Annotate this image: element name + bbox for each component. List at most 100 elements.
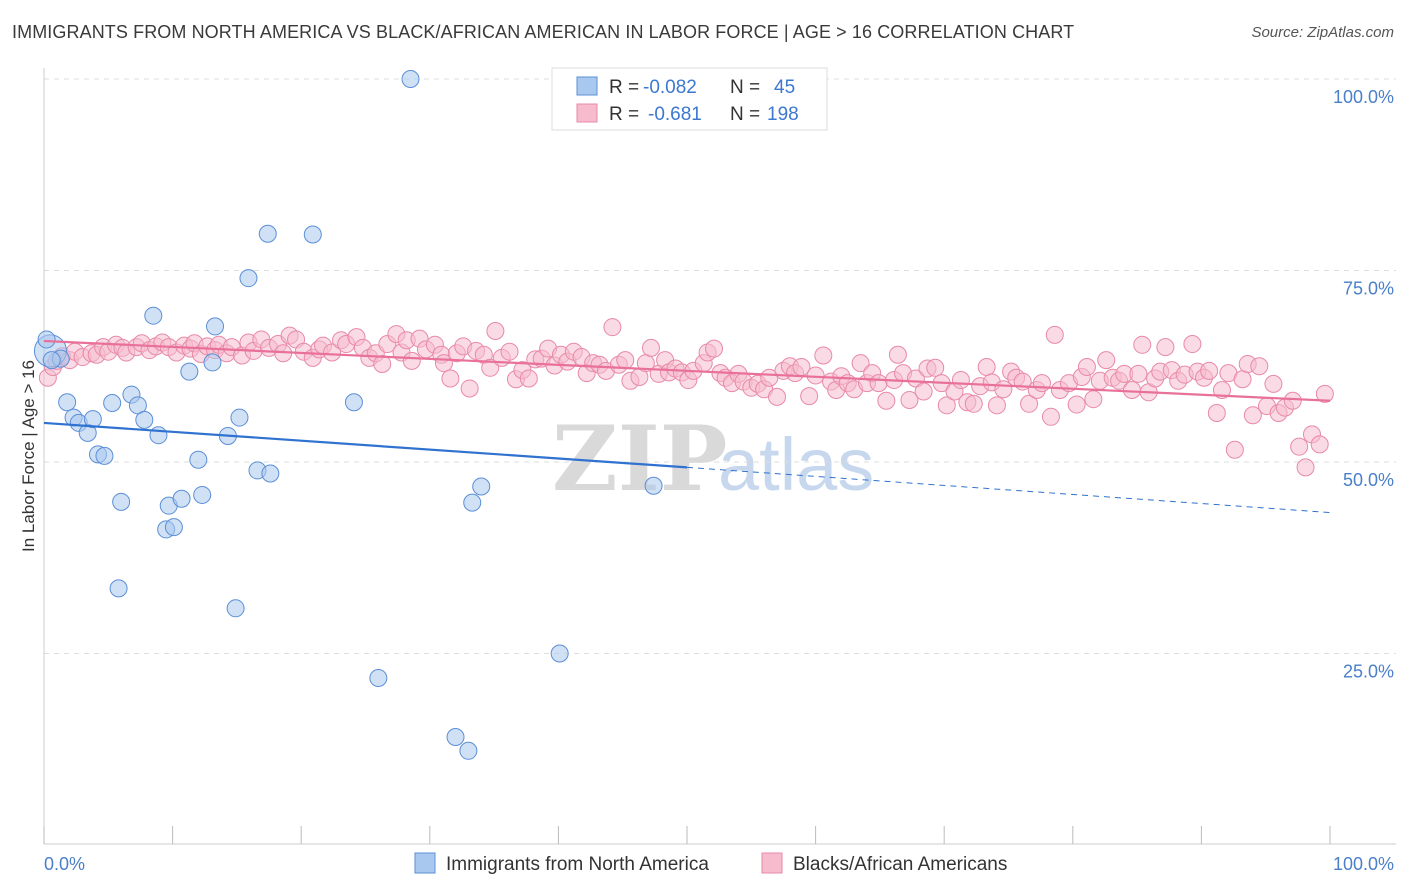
point-immigrants-42 (644, 476, 663, 495)
point-immigrants-31 (258, 224, 277, 243)
point-immigrants-14 (135, 410, 154, 429)
point-blacks-154 (1032, 374, 1051, 393)
point-blacks-152 (1020, 394, 1039, 413)
point-blacks-119 (814, 346, 833, 365)
point-blacks-118 (806, 366, 825, 385)
point-blacks-125 (851, 354, 870, 373)
point-immigrants-39 (463, 493, 482, 512)
point-immigrants-21 (180, 362, 199, 381)
point-blacks-131 (888, 345, 907, 364)
legend-r-label-2: R = (609, 104, 639, 125)
legend-r-value-2: -0.681 (648, 104, 702, 125)
bottom-legend: Immigrants from North America Blacks/Afr… (414, 852, 1007, 875)
point-immigrants-37 (446, 727, 465, 746)
bottom-legend-label-immigrants: Immigrants from North America (446, 854, 709, 875)
point-blacks-70 (500, 342, 519, 361)
point-blacks-137 (926, 358, 945, 377)
point-immigrants-19 (164, 518, 183, 537)
point-immigrants-35 (369, 669, 388, 688)
point-immigrants-25 (206, 317, 225, 336)
point-immigrants-10 (112, 492, 131, 511)
legend-n-value-1: 45 (774, 77, 795, 98)
point-blacks-181 (1200, 361, 1219, 380)
point-blacks-195 (1290, 437, 1309, 456)
legend-swatch-blue (576, 76, 598, 96)
point-blacks-198 (1310, 435, 1329, 454)
point-immigrants-40 (472, 477, 491, 496)
point-blacks-161 (1077, 358, 1096, 377)
x-tick-label-min: 0.0% (44, 854, 85, 874)
point-immigrants-29 (239, 269, 258, 288)
point-immigrants-16 (149, 426, 168, 445)
point-blacks-128 (869, 374, 888, 393)
series-immigrants-points (33, 70, 663, 760)
point-immigrants-44 (42, 351, 61, 370)
legend-n-label-2: N = (730, 104, 760, 125)
point-blacks-199 (1315, 384, 1334, 403)
point-immigrants-9 (103, 394, 122, 413)
point-blacks-145 (977, 358, 996, 377)
point-immigrants-6 (83, 410, 102, 429)
point-immigrants-15 (144, 306, 163, 325)
legend-swatch-pink (576, 103, 598, 123)
bottom-legend-swatch-pink (761, 852, 783, 874)
point-blacks-73 (519, 369, 538, 388)
legend-n-value-2: 198 (767, 104, 799, 125)
point-immigrants-2 (58, 393, 77, 412)
point-blacks-139 (937, 396, 956, 415)
y-tick-label-75: 75.0% (1343, 279, 1394, 299)
point-blacks-162 (1084, 390, 1103, 409)
point-blacks-68 (486, 322, 505, 341)
point-immigrants-32 (261, 464, 280, 483)
point-immigrants-28 (230, 408, 249, 427)
point-blacks-50 (373, 354, 392, 373)
point-immigrants-8 (95, 446, 114, 465)
chart-source: Source: ZipAtlas.com (1251, 24, 1394, 41)
point-blacks-194 (1283, 391, 1302, 410)
point-blacks-168 (1122, 380, 1141, 399)
point-immigrants-34 (344, 393, 363, 412)
point-blacks-143 (964, 394, 983, 413)
point-blacks-186 (1233, 370, 1252, 389)
point-blacks-67 (481, 358, 500, 377)
point-immigrants-24 (203, 353, 222, 372)
y-tick-label-100: 100.0% (1333, 87, 1394, 107)
point-blacks-55 (402, 351, 421, 370)
point-blacks-88 (616, 351, 635, 370)
point-blacks-164 (1097, 351, 1116, 370)
point-blacks-159 (1067, 395, 1086, 414)
point-blacks-92 (641, 338, 660, 357)
point-immigrants-36 (401, 70, 420, 88)
trend-line-immigrants (43, 421, 688, 469)
point-blacks-156 (1045, 325, 1064, 344)
point-blacks-61 (441, 369, 460, 388)
y-tick-label-50: 50.0% (1343, 470, 1394, 490)
legend-r-label-1: R = (609, 77, 639, 98)
point-blacks-117 (800, 387, 819, 406)
point-blacks-185 (1225, 440, 1244, 459)
point-immigrants-22 (189, 450, 208, 469)
y-tick-label-25: 25.0% (1343, 662, 1394, 682)
point-blacks-174 (1156, 338, 1175, 357)
x-axis-ticks (43, 826, 1331, 844)
correlation-legend: R = -0.082 N = 45 R = -0.681 N = 198 (551, 67, 828, 131)
point-blacks-102 (705, 339, 724, 358)
point-blacks-188 (1243, 406, 1262, 425)
point-immigrants-43 (37, 330, 56, 349)
point-blacks-169 (1129, 364, 1148, 383)
point-blacks-86 (603, 318, 622, 337)
point-immigrants-20 (172, 489, 191, 508)
chart-title: IMMIGRANTS FROM NORTH AMERICA VS BLACK/A… (12, 22, 1075, 42)
point-blacks-196 (1296, 458, 1315, 477)
point-blacks-189 (1250, 357, 1269, 376)
x-tick-label-max: 100.0% (1333, 854, 1394, 874)
trend-lines (43, 339, 1331, 514)
point-blacks-191 (1264, 374, 1283, 393)
y-axis-title: In Labor Force | Age > 16 (19, 360, 38, 552)
legend-box (551, 67, 828, 131)
point-blacks-147 (987, 396, 1006, 415)
point-immigrants-41 (550, 644, 569, 663)
point-blacks-112 (768, 387, 787, 406)
point-immigrants-23 (193, 485, 212, 504)
point-blacks-64 (460, 379, 479, 398)
